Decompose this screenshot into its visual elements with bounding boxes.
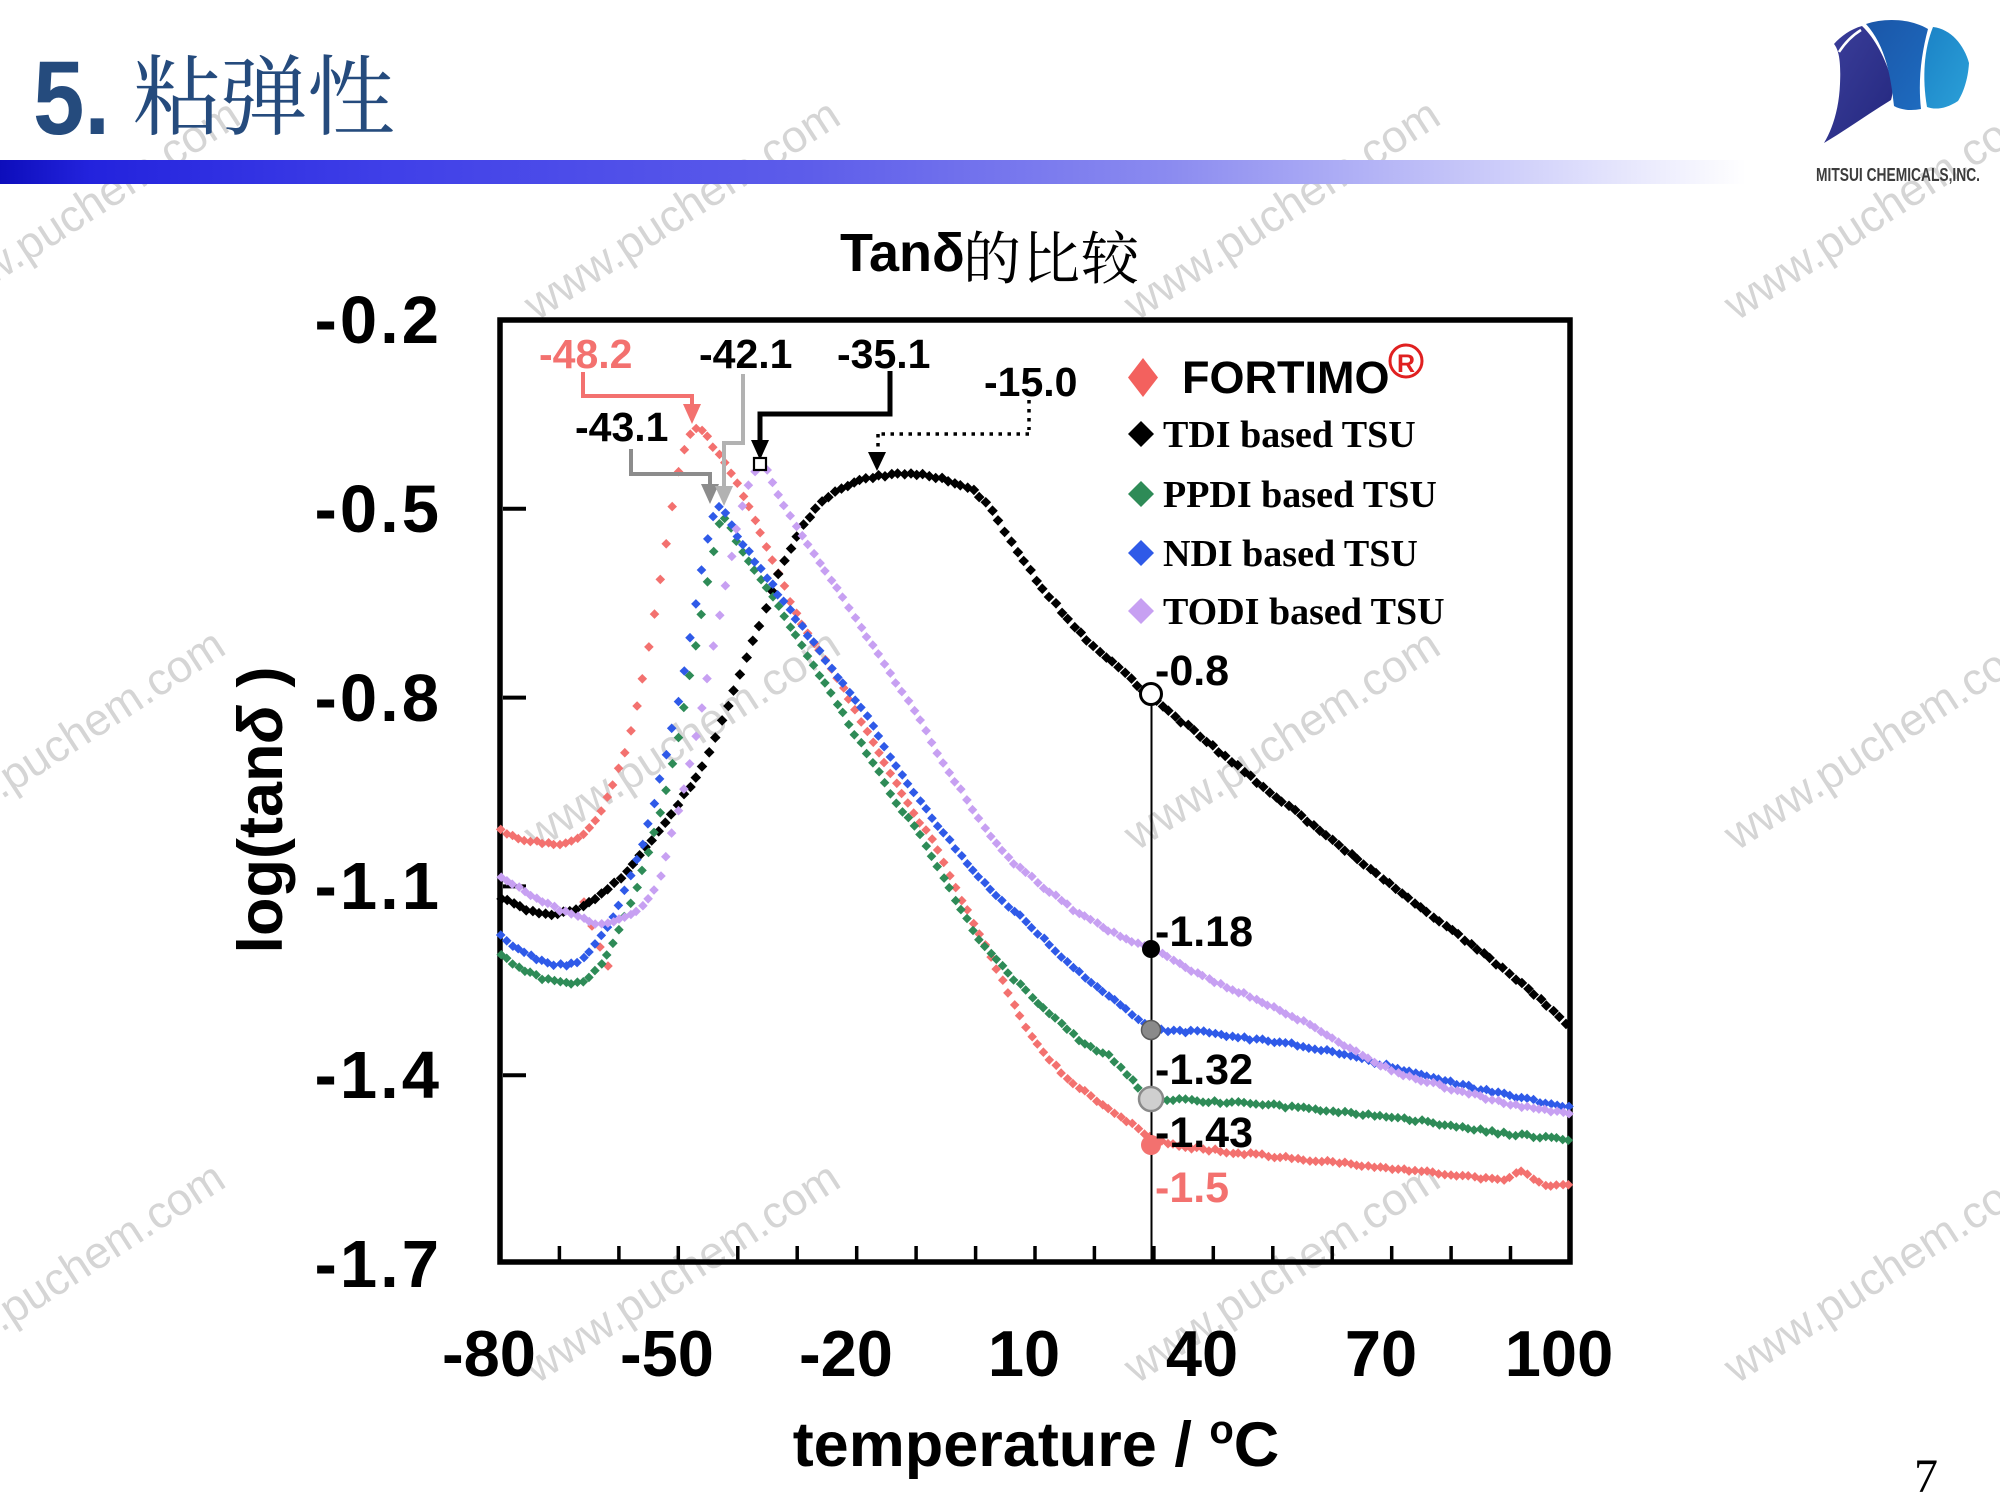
svg-text:-50: -50: [620, 1317, 714, 1390]
svg-text:TDI based TSU: TDI based TSU: [1163, 414, 1416, 456]
svg-text:-1.18: -1.18: [1155, 908, 1253, 956]
svg-text:100: 100: [1505, 1317, 1613, 1390]
svg-text:-1.43: -1.43: [1155, 1109, 1253, 1157]
svg-text:PPDI based TSU: PPDI based TSU: [1163, 474, 1437, 516]
svg-text:-1.32: -1.32: [1155, 1046, 1253, 1094]
svg-text:Tanδ: Tanδ: [840, 223, 965, 283]
svg-text:10: 10: [988, 1317, 1060, 1390]
svg-text:-0.5: -0.5: [315, 472, 442, 547]
svg-text:-80: -80: [442, 1317, 536, 1390]
svg-text:www.puchem.com: www.puchem.com: [0, 618, 234, 860]
svg-text:temperature / oC: temperature / oC: [793, 1408, 1280, 1480]
svg-text:R: R: [1397, 350, 1415, 378]
svg-text:NDI based TSU: NDI based TSU: [1163, 533, 1418, 575]
svg-text:-42.1: -42.1: [699, 331, 792, 377]
svg-text:70: 70: [1345, 1317, 1417, 1390]
svg-text:TODI based TSU: TODI based TSU: [1163, 591, 1445, 633]
svg-text:MITSUI CHEMICALS,INC.: MITSUI CHEMICALS,INC.: [1816, 165, 1980, 185]
svg-text:40: 40: [1166, 1317, 1238, 1390]
svg-text:-1.4: -1.4: [315, 1038, 442, 1113]
svg-text:-48.2: -48.2: [539, 331, 632, 377]
svg-text:www.puchem.com: www.puchem.com: [514, 88, 849, 330]
svg-text:5.: 5.: [33, 38, 110, 156]
svg-text:7: 7: [1914, 1450, 1938, 1500]
svg-text:-0.2: -0.2: [315, 283, 442, 358]
svg-text:www.puchem.com: www.puchem.com: [1114, 88, 1449, 330]
svg-text:-35.1: -35.1: [837, 331, 930, 377]
svg-text:-20: -20: [799, 1317, 893, 1390]
svg-text:www.puchem.com: www.puchem.com: [0, 1151, 234, 1393]
svg-text:-43.1: -43.1: [575, 404, 668, 450]
svg-text:log(tanδ ): log(tanδ ): [226, 667, 296, 954]
svg-text:www.puchem.com: www.puchem.com: [1714, 88, 2000, 330]
svg-text:-0.8: -0.8: [1155, 647, 1229, 695]
svg-text:-15.0: -15.0: [984, 359, 1077, 405]
svg-text:-1.1: -1.1: [315, 849, 442, 924]
svg-text:FORTIMO: FORTIMO: [1182, 352, 1389, 403]
svg-text:www.puchem.com: www.puchem.com: [1714, 618, 2000, 860]
svg-text:www.puchem.com: www.puchem.com: [1714, 1151, 2000, 1393]
svg-text:-0.8: -0.8: [315, 661, 442, 736]
svg-text:-1.7: -1.7: [315, 1227, 442, 1302]
svg-text:-1.5: -1.5: [1155, 1164, 1229, 1212]
